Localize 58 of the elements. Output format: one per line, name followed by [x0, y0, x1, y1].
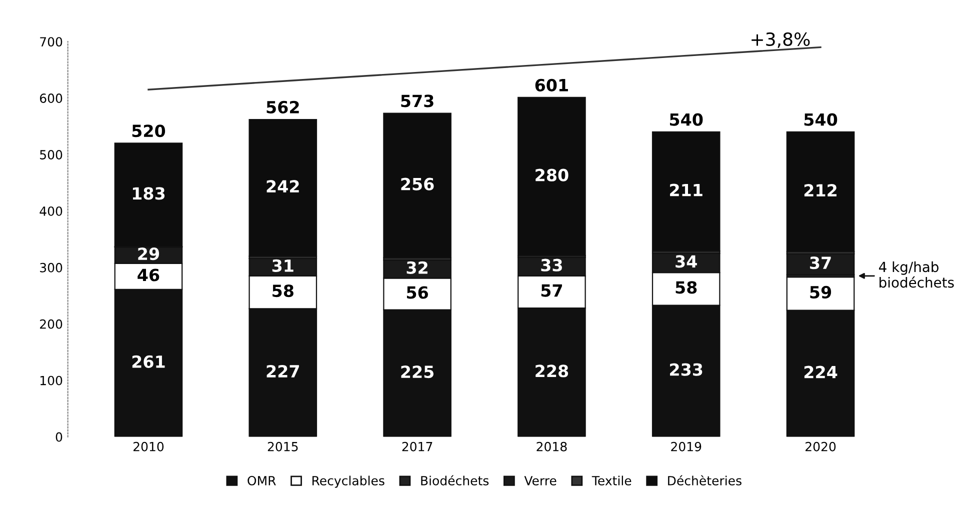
data-label: 31: [272, 259, 294, 272]
x-tick-label: 2015: [268, 442, 298, 452]
x-tick-label: 2017: [402, 442, 432, 452]
bar: [518, 96, 586, 256]
data-label: 58: [272, 284, 294, 298]
data-label: 261: [132, 355, 165, 368]
data-label: 212: [804, 184, 836, 196]
x-tick-label: 2020: [806, 442, 836, 452]
bar: [786, 131, 855, 252]
data-label: 225: [401, 366, 434, 378]
legend-label: Recyclables: [312, 476, 384, 488]
total-label: 540: [804, 113, 838, 126]
legend-label: Verre: [524, 476, 556, 486]
data-label: 256: [401, 178, 434, 190]
y-tick-label: 0: [56, 432, 62, 442]
data-label: 29: [138, 248, 160, 260]
data-label: 46: [138, 268, 160, 282]
data-label: 33: [541, 258, 562, 272]
data-label: 57: [541, 284, 562, 297]
total-label: 562: [266, 100, 299, 114]
annotation: +3,8%: [752, 32, 810, 48]
legend-label: Textile: [592, 476, 632, 486]
data-label: 242: [266, 180, 299, 192]
y-tick-label: 200: [40, 319, 62, 329]
data-label: 59: [810, 286, 832, 299]
total-label: 573: [401, 94, 434, 108]
annotation: 4 kg/hab biodéchets: [879, 261, 954, 288]
data-label: 228: [536, 364, 568, 378]
data-label: 183: [132, 187, 165, 200]
legend-label: Déchèteries: [668, 475, 742, 486]
legend-label: OMR: [248, 476, 276, 486]
data-label: 227: [266, 364, 299, 378]
line-series: [148, 46, 822, 90]
y-tick-label: 700: [40, 37, 62, 47]
data-label: 211: [670, 184, 702, 196]
bar: [652, 131, 720, 252]
y-tick-label: 100: [40, 376, 62, 386]
y-tick-label: 300: [40, 262, 62, 272]
x-tick-label: 2010: [133, 442, 164, 452]
total-label: 540: [670, 113, 703, 126]
data-label: 280: [536, 168, 568, 182]
y-tick-label: 600: [40, 94, 62, 103]
data-label: 32: [406, 261, 428, 274]
total-label: 601: [535, 78, 568, 92]
y-tick-label: 500: [40, 150, 62, 160]
data-label: 56: [406, 286, 428, 299]
bar: [248, 118, 318, 257]
data-label: 37: [810, 256, 831, 270]
total-label: 520: [132, 124, 166, 138]
bar: [383, 112, 452, 258]
legend-label: Biodéchets: [421, 475, 489, 486]
data-label: 224: [804, 366, 838, 378]
data-label: 58: [676, 281, 697, 294]
y-tick-label: 400: [40, 206, 62, 216]
x-tick-label: 2019: [671, 442, 702, 452]
data-label: 233: [670, 363, 702, 376]
x-tick-label: 2018: [536, 442, 567, 452]
data-label: 34: [676, 255, 697, 268]
